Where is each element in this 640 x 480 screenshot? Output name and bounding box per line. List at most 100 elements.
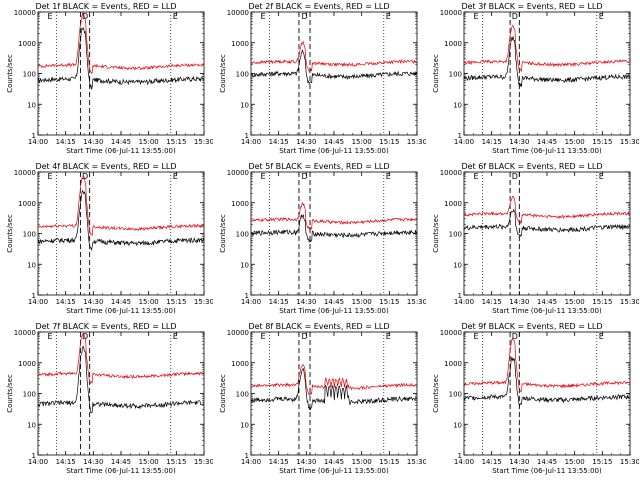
event-marker: E — [473, 12, 478, 21]
event-marker: D — [82, 12, 88, 21]
x-tick-label: 15:00 — [139, 138, 159, 146]
y-tick-label: 10 — [453, 261, 462, 269]
x-tick-label: 15:15 — [166, 138, 186, 146]
x-tick-label: 14:45 — [537, 138, 557, 146]
chart-svg: Det 9f BLACK = Events, RED = LLD 1 10 100 10… — [432, 322, 639, 475]
event-marker: E — [599, 332, 604, 341]
x-tick-label: 15:30 — [620, 458, 639, 466]
x-tick-label: 14:30 — [509, 458, 529, 466]
x-axis-label: Start Time (06-Jul-11 13:55:00) — [66, 467, 176, 475]
chart-panel-9: Det 9f BLACK = Events, RED = LLD 1 10 100 10… — [426, 320, 639, 480]
chart-svg: Det 1f BLACK = Events, RED = LLD 1 10 100 10… — [6, 2, 213, 155]
chart-svg: Det 6f BLACK = Events, RED = LLD 1 10 100 10… — [432, 162, 639, 315]
series-line-events — [463, 356, 631, 408]
y-tick-label: 1000 — [18, 200, 36, 208]
x-tick-label: 15:15 — [592, 458, 612, 466]
x-tick-label: 15:15 — [379, 458, 399, 466]
x-tick-label: 14:00 — [241, 298, 261, 306]
plot-frame — [37, 11, 205, 136]
chart-panel-2: Det 2f BLACK = Events, RED = LLD 1 10 100 10… — [213, 0, 426, 160]
series-line-events — [463, 208, 631, 237]
chart-panel-8: Det 8f BLACK = Events, RED = LLD 1 10 100 10… — [213, 320, 426, 480]
event-marker: E — [386, 332, 391, 341]
x-tick-label: 15:15 — [379, 298, 399, 306]
event-marker: E — [260, 172, 265, 181]
x-tick-label: 14:15 — [269, 298, 289, 306]
event-marker: E — [173, 332, 178, 341]
x-tick-label: 14:15 — [482, 458, 502, 466]
x-tick-label: 15:00 — [352, 458, 372, 466]
series-line-lld — [250, 41, 418, 72]
chart-title: Det 9f BLACK = Events, RED = LLD — [461, 322, 602, 331]
y-tick-label: 100 — [236, 391, 249, 399]
plot-frame — [250, 171, 418, 296]
y-tick-label: 10 — [240, 101, 249, 109]
event-marker: D — [301, 332, 307, 341]
y-tick-label: 10000 — [14, 329, 36, 337]
x-tick-label: 14:45 — [111, 458, 131, 466]
x-tick-label: 14:15 — [269, 458, 289, 466]
series-line-events — [463, 36, 631, 88]
x-axis-label: Start Time (06-Jul-11 13:55:00) — [66, 147, 176, 155]
x-tick-label: 15:30 — [407, 138, 426, 146]
x-tick-label: 14:45 — [537, 458, 557, 466]
series-line-events — [250, 213, 418, 244]
x-tick-label: 14:00 — [454, 458, 474, 466]
y-axis-label: Counts/sec — [219, 54, 227, 93]
plot-frame — [463, 11, 631, 136]
chart-panel-4: Det 4f BLACK = Events, RED = LLD 1 10 100 10… — [0, 160, 213, 320]
y-tick-label: 10000 — [14, 169, 36, 177]
x-tick-label: 15:30 — [407, 298, 426, 306]
y-tick-label: 1 — [245, 292, 249, 300]
x-tick-label: 14:00 — [241, 138, 261, 146]
y-tick-label: 10000 — [227, 329, 249, 337]
x-axis-label: Start Time (06-Jul-11 13:55:00) — [492, 147, 602, 155]
chart-title: Det 4f BLACK = Events, RED = LLD — [35, 162, 176, 171]
y-tick-label: 10 — [240, 261, 249, 269]
x-tick-label: 14:00 — [241, 458, 261, 466]
event-marker: D — [512, 172, 518, 181]
x-tick-label: 14:00 — [454, 298, 474, 306]
chart-panel-6: Det 6f BLACK = Events, RED = LLD 1 10 100 10… — [426, 160, 639, 320]
chart-svg: Det 8f BLACK = Events, RED = LLD 1 10 100 10… — [219, 322, 426, 475]
event-marker: E — [173, 172, 178, 181]
y-tick-label: 100 — [23, 391, 36, 399]
x-tick-label: 14:45 — [111, 138, 131, 146]
x-tick-label: 14:30 — [509, 298, 529, 306]
event-marker: E — [386, 172, 391, 181]
chart-svg: Det 5f BLACK = Events, RED = LLD 1 10 100 10… — [219, 162, 426, 315]
series-line-events — [37, 27, 204, 90]
y-tick-label: 1 — [32, 132, 36, 140]
event-marker: E — [47, 12, 52, 21]
y-axis-label: Counts/sec — [432, 214, 440, 253]
chart-svg: Det 3f BLACK = Events, RED = LLD 1 10 100 10… — [432, 2, 639, 155]
series-line-events — [250, 367, 418, 411]
x-tick-label: 14:15 — [482, 138, 502, 146]
x-tick-label: 15:00 — [352, 298, 372, 306]
series-line-lld — [464, 195, 631, 225]
y-tick-label: 10 — [240, 421, 249, 429]
series-line-lld — [37, 175, 205, 236]
x-tick-label: 14:00 — [28, 138, 48, 146]
y-tick-label: 100 — [236, 71, 249, 79]
x-tick-label: 15:30 — [620, 298, 639, 306]
series-line-events — [250, 49, 418, 85]
y-tick-label: 1000 — [18, 40, 36, 48]
y-tick-label: 1000 — [231, 200, 249, 208]
x-tick-label: 14:00 — [28, 458, 48, 466]
y-tick-label: 10 — [453, 101, 462, 109]
y-tick-label: 1 — [458, 292, 462, 300]
event-marker: D — [82, 172, 88, 181]
y-tick-label: 1 — [32, 452, 36, 460]
x-tick-label: 15:00 — [565, 138, 585, 146]
event-marker: D — [82, 332, 88, 341]
chart-title: Det 5f BLACK = Events, RED = LLD — [248, 162, 389, 171]
event-marker: E — [386, 12, 391, 21]
plot-frame — [37, 171, 205, 296]
x-tick-label: 15:15 — [592, 298, 612, 306]
x-tick-label: 15:30 — [194, 458, 213, 466]
y-tick-label: 100 — [23, 231, 36, 239]
y-tick-label: 100 — [449, 231, 462, 239]
x-tick-label: 14:15 — [56, 458, 76, 466]
